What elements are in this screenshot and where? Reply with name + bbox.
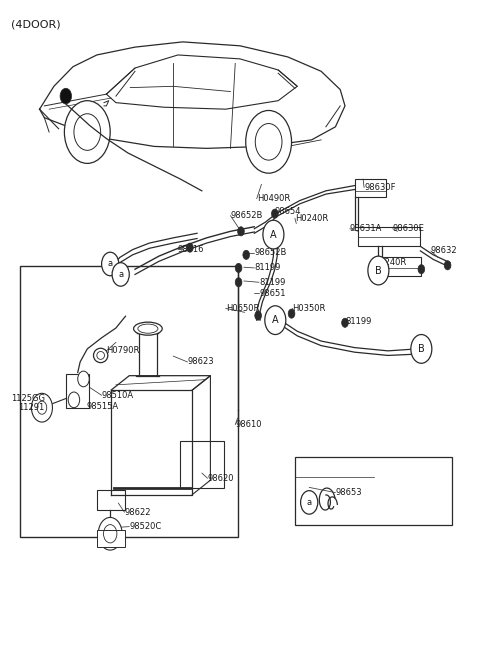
Text: B: B (375, 266, 382, 276)
Text: 98515A: 98515A (86, 402, 119, 411)
Text: 81199: 81199 (345, 317, 372, 326)
Circle shape (187, 243, 193, 252)
Circle shape (342, 318, 348, 327)
Text: 98620: 98620 (207, 474, 234, 483)
Text: 98622: 98622 (124, 508, 151, 517)
Text: 98623: 98623 (188, 358, 214, 367)
Circle shape (263, 220, 284, 249)
Circle shape (112, 262, 129, 286)
Text: 98510A: 98510A (102, 391, 134, 400)
Circle shape (246, 110, 291, 173)
Circle shape (368, 256, 389, 285)
Circle shape (255, 311, 262, 320)
Text: H0790R: H0790R (107, 346, 140, 356)
Text: A: A (272, 315, 278, 325)
Text: H0650R: H0650R (226, 304, 259, 313)
Text: a: a (108, 260, 113, 268)
Text: a: a (307, 498, 312, 507)
Circle shape (243, 251, 250, 259)
Circle shape (32, 394, 52, 422)
Circle shape (272, 209, 278, 218)
Circle shape (411, 335, 432, 363)
Text: H0490R: H0490R (257, 194, 290, 203)
Circle shape (102, 252, 119, 276)
Text: 1125GG: 1125GG (11, 394, 45, 403)
Ellipse shape (94, 348, 108, 363)
Text: 98630E: 98630E (393, 224, 425, 234)
FancyBboxPatch shape (97, 531, 125, 547)
Text: H0350R: H0350R (292, 304, 326, 313)
Circle shape (68, 392, 80, 407)
Text: 98516: 98516 (178, 245, 204, 254)
Bar (21, 266, 238, 537)
Text: 98632: 98632 (431, 247, 457, 255)
Text: 98653: 98653 (336, 488, 362, 497)
Circle shape (98, 518, 122, 550)
Bar (295, 457, 452, 525)
FancyBboxPatch shape (66, 374, 89, 407)
Text: 98630F: 98630F (364, 183, 396, 192)
Text: 81199: 81199 (259, 277, 286, 287)
Circle shape (444, 260, 451, 270)
Circle shape (265, 306, 286, 335)
Text: A: A (270, 230, 276, 239)
Text: a: a (118, 270, 123, 279)
Circle shape (78, 371, 89, 387)
Bar (355, 179, 385, 197)
Text: H0240R: H0240R (295, 214, 328, 223)
Bar (378, 257, 421, 276)
Circle shape (64, 100, 110, 163)
Text: 98631A: 98631A (350, 224, 382, 234)
Circle shape (418, 264, 425, 274)
Circle shape (288, 309, 295, 318)
Text: H0240R: H0240R (373, 258, 407, 267)
Circle shape (235, 263, 242, 272)
Text: 11291: 11291 (18, 403, 44, 412)
Text: 98610: 98610 (235, 420, 262, 429)
Text: 98652B: 98652B (254, 249, 287, 257)
Circle shape (238, 227, 244, 236)
Text: B: B (418, 344, 425, 354)
Text: 98651: 98651 (259, 289, 286, 298)
Circle shape (235, 277, 242, 287)
Bar (97, 490, 125, 510)
Bar (359, 227, 420, 247)
Text: (4DOOR): (4DOOR) (11, 19, 60, 29)
Text: 98520C: 98520C (129, 522, 162, 531)
Bar (180, 441, 224, 488)
Circle shape (300, 491, 318, 514)
Text: 98654: 98654 (275, 207, 301, 216)
Text: 98652B: 98652B (230, 211, 263, 220)
Ellipse shape (133, 322, 162, 335)
Text: 81199: 81199 (254, 264, 281, 272)
Circle shape (60, 89, 72, 104)
